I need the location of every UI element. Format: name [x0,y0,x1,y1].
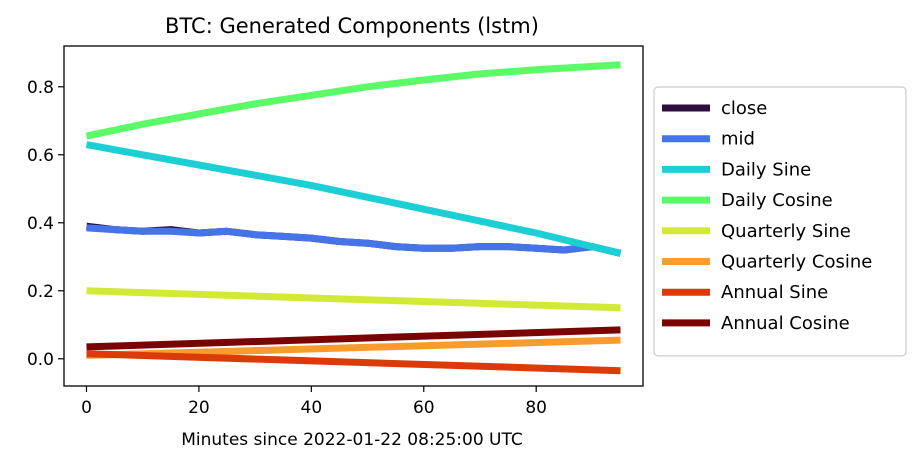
series-line-daily-sine [85,141,622,257]
series-line-daily-cosine [85,61,621,140]
y-tick-label: 0.0 [27,350,54,370]
y-tick-label: 0.2 [27,282,54,302]
chart-title: BTC: Generated Components (lstm) [165,14,539,38]
legend-label: Daily Sine [721,159,811,180]
y-tick-label: 0.4 [27,214,54,234]
legend-box [653,86,907,357]
legend: close mid Daily Sine Daily Cosine Quarterly … [653,86,907,357]
series-line-quarterly-cosine [86,336,621,359]
series-line-quarterly-sine [86,287,621,312]
series-line-annual-sine [86,350,621,375]
legend-label: Quarterly Sine [721,221,851,242]
legend-label: Annual Cosine [721,313,850,334]
x-tick-label: 20 [188,398,210,418]
legend-label: close [721,98,767,119]
x-tick-label: 80 [525,398,547,418]
series-line-annual-cosine [86,326,621,351]
ticks-layer: 0 20 40 60 80 0.0 0.2 0.4 0.6 0.8 [27,78,547,418]
x-tick-label: 0 [81,398,92,418]
legend-label: mid [721,129,755,150]
legend-label: Annual Sine [721,282,828,303]
x-axis-label: Minutes since 2022-01-22 08:25:00 UTC [181,430,523,450]
x-tick-label: 60 [413,398,435,418]
series-line-mid [86,224,622,257]
series-layer [85,61,622,375]
y-tick-label: 0.6 [27,146,54,166]
plot-frame [63,45,644,387]
legend-label: Quarterly Cosine [721,252,872,273]
y-tick-label: 0.8 [27,78,54,98]
legend-label: Daily Cosine [721,190,833,211]
x-tick-label: 40 [301,398,323,418]
